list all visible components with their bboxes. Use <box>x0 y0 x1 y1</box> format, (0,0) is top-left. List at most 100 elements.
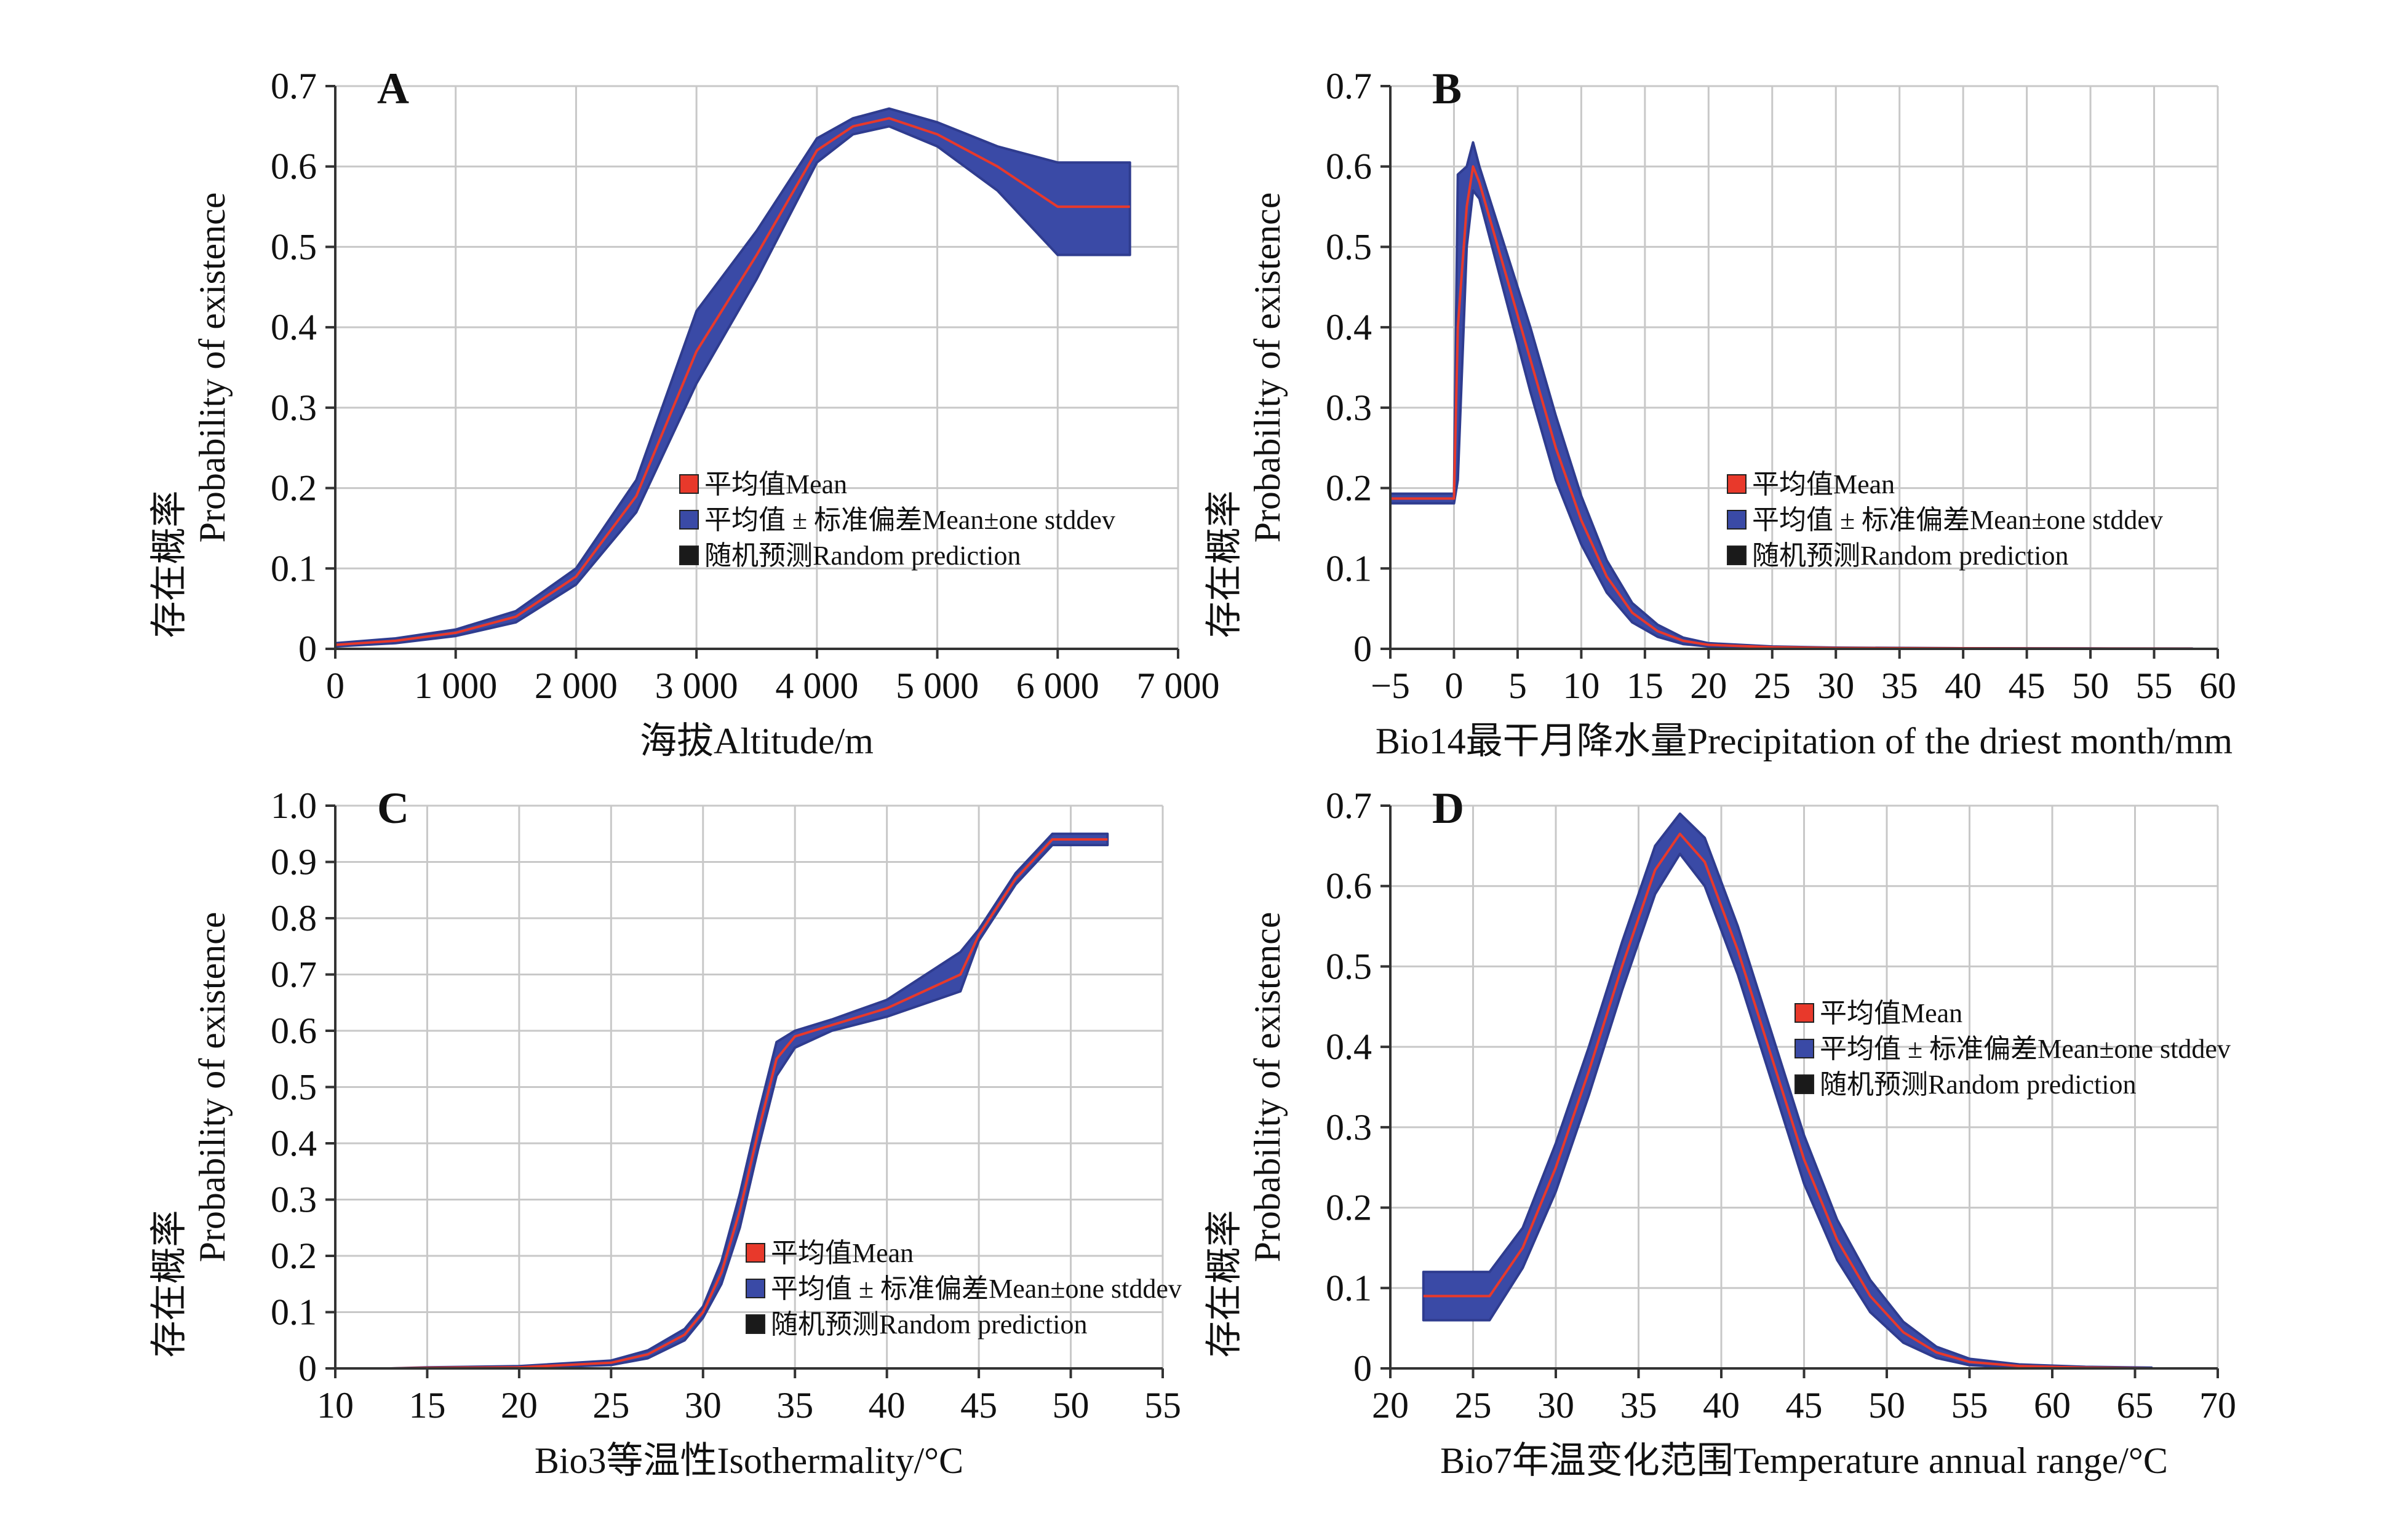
x-tick-label: 55 <box>1951 1385 1988 1426</box>
x-axis-title: Bio3等温性Isothermality/°C <box>535 1440 963 1481</box>
panel-letter: B <box>1432 64 1462 113</box>
x-tick-label: 15 <box>1627 665 1663 706</box>
legend-label: 平均值 ± 标准偏差Mean±one stddev <box>771 1274 1182 1304</box>
legend-swatch <box>679 474 699 494</box>
chart-panel-b: −5 0 5 10 15 20 25 30 35 40 45 50 55 6000.10.20.30.40… <box>1204 64 2236 761</box>
stddev-band <box>334 107 1131 648</box>
x-tick-label: 35 <box>1620 1385 1657 1426</box>
y-tick-label: 0.3 <box>1326 1107 1372 1148</box>
legend: 平均值Mean 平均值 ± 标准偏差Mean±one stddev 随机预测Rand… <box>679 469 1115 571</box>
legend-label: 随机预测Random prediction <box>1820 1070 2137 1100</box>
x-tick-label: 25 <box>592 1385 629 1426</box>
x-tick-label: 35 <box>776 1385 813 1426</box>
panel-letter: D <box>1432 784 1464 833</box>
x-tick-label: 0 <box>326 665 345 706</box>
x-tick-label: 30 <box>1817 665 1854 706</box>
y-tick-label: 0 <box>298 1348 317 1389</box>
y-tick-label: 0.4 <box>1326 1026 1372 1067</box>
chart-panel-c: 10 15 20 25 30 35 40 45 50 55 0 0.1 0.2 0.3 0.4 0.5 0.6 0… <box>149 784 1182 1481</box>
x-tick-label: 55 <box>1144 1385 1181 1426</box>
x-tick-label: 25 <box>1754 665 1791 706</box>
y-tick-label: 0 <box>1353 1348 1372 1389</box>
legend-swatch <box>746 1279 765 1298</box>
x-tick-label: 70 <box>2199 1385 2236 1426</box>
y-tick-label: 0.2 <box>271 1236 317 1276</box>
x-tick-label: 55 <box>2136 665 2173 706</box>
x-tick-label: 50 <box>2072 665 2109 706</box>
y-tick-label: 0.6 <box>271 1010 317 1051</box>
y-tick-label: 0.3 <box>271 1180 317 1220</box>
y-tick-label: 0.1 <box>1326 548 1372 589</box>
y-tick-label: 0.7 <box>271 66 317 106</box>
x-axis-title: Bio7年温变化范围Temperature annual range/°C <box>1440 1440 2168 1481</box>
x-tick-label: 45 <box>2009 665 2045 706</box>
stddev-band <box>1389 141 2194 650</box>
x-tick-label: 65 <box>2117 1385 2154 1426</box>
x-tick-label: 20 <box>501 1385 538 1426</box>
legend-swatch <box>1727 546 1747 565</box>
legend-swatch <box>1795 1074 1814 1094</box>
legend-swatch <box>746 1243 765 1263</box>
x-tick-label: 40 <box>869 1385 906 1426</box>
x-tick-label: 10 <box>1563 665 1599 706</box>
x-tick-label: 40 <box>1945 665 1982 706</box>
chart-panel-d: 20 25 30 35 40 45 50 55 60 65 70 0 0.1 0.2 0.3 0.4 0.5 0.… <box>1204 784 2236 1481</box>
x-tick-label: 40 <box>1703 1385 1740 1426</box>
y-tick-label: 0.7 <box>271 955 317 995</box>
y-tick-label: 0.5 <box>1326 226 1372 267</box>
y-axis-title-zh: 存在概率 <box>1204 491 1245 638</box>
x-tick-label: 25 <box>1455 1385 1492 1426</box>
y-tick-label: 0.1 <box>271 548 317 589</box>
y-tick-label: 0.1 <box>1326 1268 1372 1308</box>
legend-label: 平均值Mean <box>1752 469 1895 499</box>
x-tick-label: 1 000 <box>414 665 497 706</box>
y-tick-label: 0.7 <box>1326 66 1372 106</box>
y-axis-title-en: Probability of existence <box>1247 912 1288 1263</box>
y-tick-label: 0.7 <box>1326 785 1372 826</box>
x-axis-title: Bio14最干月降水量Precipitation of the driest m… <box>1376 721 2233 761</box>
y-tick-label: 0.2 <box>1326 1188 1372 1228</box>
panel-letter: C <box>377 784 409 833</box>
legend-label: 平均值 ± 标准偏差Mean±one stddev <box>1752 505 2163 535</box>
y-tick-label: 0.9 <box>271 842 317 883</box>
panel-letter: A <box>377 64 409 113</box>
y-axis-title-en: Probability of existence <box>1247 193 1288 543</box>
y-tick-label: 0.4 <box>271 307 317 347</box>
mean-line <box>390 838 1108 1370</box>
x-tick-label: 15 <box>408 1385 445 1426</box>
x-tick-label: 30 <box>685 1385 722 1426</box>
y-tick-label: 0.2 <box>271 468 317 509</box>
y-axis-title-zh: 存在概率 <box>149 1210 189 1358</box>
x-tick-label: 0 <box>1444 665 1463 706</box>
legend-label: 随机预测Random prediction <box>1752 541 2069 571</box>
x-tick-label: 7 000 <box>1137 665 1220 706</box>
y-tick-label: 1.0 <box>271 785 317 826</box>
legend-swatch <box>1727 474 1747 494</box>
legend-swatch <box>1795 1039 1814 1058</box>
y-tick-label: 0.6 <box>271 146 317 187</box>
legend-label: 平均值Mean <box>771 1238 914 1268</box>
chart-panel-a: 0 1 000 2 000 3 000 4 000 5 000 6 000 7 000 0 0.1… <box>149 64 1220 761</box>
x-tick-label: 30 <box>1537 1385 1574 1426</box>
x-tick-label: 3 000 <box>655 665 738 706</box>
x-tick-label: 50 <box>1053 1385 1089 1426</box>
x-tick-label: 10 <box>317 1385 354 1426</box>
y-tick-label: 0.6 <box>1326 146 1372 187</box>
y-tick-label: 0.3 <box>271 387 317 428</box>
legend-swatch <box>1795 1003 1814 1023</box>
mean-line <box>1423 832 2152 1370</box>
y-tick-label: 0.3 <box>1326 387 1372 428</box>
y-tick-label: 0.1 <box>271 1292 317 1333</box>
x-tick-label: 60 <box>2034 1385 2071 1426</box>
legend-label: 平均值Mean <box>704 469 847 499</box>
y-tick-label: 0.5 <box>271 1067 317 1108</box>
y-tick-label: 0 <box>298 629 317 669</box>
y-axis-title-zh: 存在概率 <box>149 491 189 638</box>
y-axis-title-en: Probability of existence <box>192 193 233 543</box>
legend-label: 平均值 ± 标准偏差Mean±one stddev <box>704 505 1115 535</box>
x-tick-label: 5 000 <box>896 665 979 706</box>
x-tick-label: 5 <box>1508 665 1527 706</box>
x-tick-label: 50 <box>1868 1385 1905 1426</box>
legend: 平均值Mean 平均值 ± 标准偏差Mean±one stddev 随机预测Rand… <box>746 1238 1182 1340</box>
